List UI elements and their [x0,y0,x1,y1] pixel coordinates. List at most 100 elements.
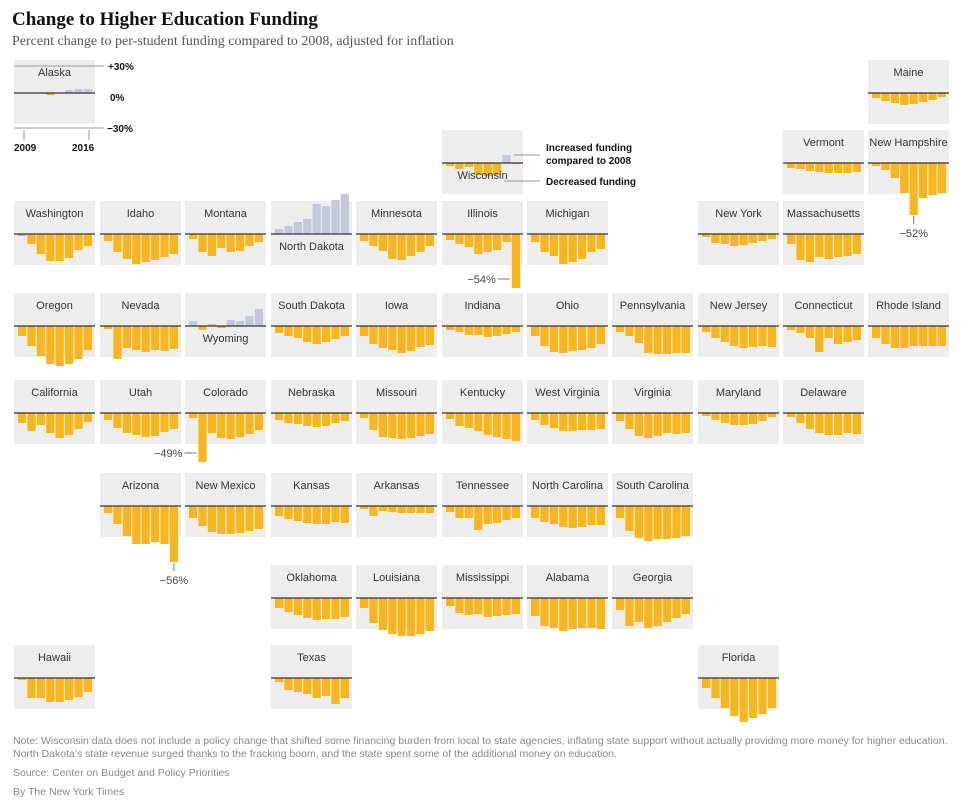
bar-colorado-2009 [189,413,198,418]
state-label: Virginia [634,387,671,399]
bar-florida-2016 [767,678,776,708]
bar-delaware-2014 [834,413,843,435]
bar-new-mexico-2015 [245,506,254,531]
bar-minnesota-2013 [397,234,406,260]
bar-mississippi-2012 [474,598,483,614]
bar-nevada-2009 [104,326,113,329]
bar-washington-2010 [27,234,36,244]
bar-indiana-2016 [511,326,520,332]
bar-kansas-2014 [322,506,331,524]
state-label: Michigan [545,208,589,220]
bar-alaska-2014 [65,90,74,93]
tile-background [783,380,864,444]
bar-west-virginia-2012 [559,413,568,431]
bar-colorado-2016 [254,413,263,430]
bar-kentucky-2016 [511,413,520,441]
bar-tennessee-2011 [464,506,473,518]
bar-arizona-2013 [141,506,150,544]
state-tile-west-virginia: West Virginia [527,380,608,444]
bar-kentucky-2015 [502,413,511,439]
bar-new-jersey-2009 [702,326,711,332]
state-tile-idaho: Idaho [100,201,181,265]
bar-montana-2014 [236,234,245,251]
bar-colorado-2014 [236,413,245,437]
bar-colorado-2011 [207,413,216,433]
bar-california-2016 [83,413,92,422]
bar-maryland-2009 [702,413,711,416]
bar-louisiana-2012 [388,598,397,634]
bar-louisiana-2014 [407,598,416,636]
bar-nebraska-2012 [303,413,312,426]
bar-north-carolina-2014 [578,506,587,527]
bar-north-carolina-2011 [549,506,558,524]
bar-oregon-2011 [36,326,45,356]
state-tile-new-jersey: New Jersey [698,293,779,357]
tile-background [442,565,523,629]
bar-south-dakota-2015 [331,326,340,339]
bar-utah-2014 [151,413,160,436]
bar-vermont-2011 [805,163,814,171]
bar-north-carolina-2012 [559,506,568,527]
state-label: South Dakota [278,300,346,312]
bar-mississippi-2015 [502,598,511,615]
state-label: North Dakota [279,241,345,253]
bar-oregon-2015 [74,326,83,359]
bar-wisconsin-2014 [493,163,502,175]
bar-ohio-2015 [587,326,596,348]
bar-louisiana-2009 [360,598,369,608]
bar-missouri-2009 [360,413,369,418]
bar-kansas-2009 [275,506,284,516]
bar-hawaii-2009 [18,678,27,680]
bar-new-jersey-2012 [730,326,739,346]
bar-nevada-2016 [169,326,178,349]
bar-georgia-2016 [681,598,690,614]
state-tile-california: California [14,380,95,444]
state-tile-nevada: Nevada [100,293,181,359]
bar-georgia-2012 [644,598,653,628]
bar-new-jersey-2010 [711,326,720,338]
tile-background [783,130,864,194]
bar-new-york-2010 [711,234,720,243]
tile-background [356,201,437,265]
state-label: California [31,387,78,399]
bar-illinois-2014 [493,234,502,250]
bar-louisiana-2013 [397,598,406,636]
bar-hawaii-2012 [46,678,55,702]
bar-texas-2009 [275,678,284,682]
bar-alabama-2013 [568,598,577,629]
state-label: New Hampshire [869,137,947,149]
callout-label: −54% [467,274,496,286]
bar-delaware-2012 [815,413,824,433]
bar-tennessee-2014 [493,506,502,523]
bar-washington-2012 [46,234,55,261]
bar-montana-2009 [189,234,198,239]
bar-west-virginia-2014 [578,413,587,430]
footnote-line-2: North Dakota’s state revenue surged than… [13,748,617,760]
state-tile-north-dakota: North Dakota [271,194,352,265]
bar-kentucky-2014 [493,413,502,437]
state-label: Texas [297,652,326,664]
bar-south-dakota-2010 [284,326,293,336]
state-label: Idaho [127,208,155,220]
bar-new-hampshire-2009 [872,163,881,166]
state-label: Minnesota [371,208,423,220]
bar-kansas-2012 [303,506,312,523]
bar-new-mexico-2010 [198,506,207,526]
bar-oregon-2014 [65,326,74,364]
state-tile-wyoming: Wyoming [185,293,266,357]
state-label: Montana [204,208,248,220]
state-label: Wyoming [203,333,249,345]
bar-washington-2011 [36,234,45,254]
tile-background [868,293,949,357]
legend-x-end: 2016 [72,143,95,154]
bar-iowa-2012 [388,326,397,350]
tile-background [442,473,523,537]
bar-north-carolina-2009 [531,506,540,518]
bar-north-dakota-2016 [340,194,349,234]
state-tile-kentucky: Kentucky [442,380,523,444]
bar-ohio-2009 [531,326,540,336]
bar-california-2010 [27,413,36,431]
bar-virginia-2013 [653,413,662,436]
tile-background [100,380,181,444]
bar-new-hampshire-2014 [919,163,928,198]
